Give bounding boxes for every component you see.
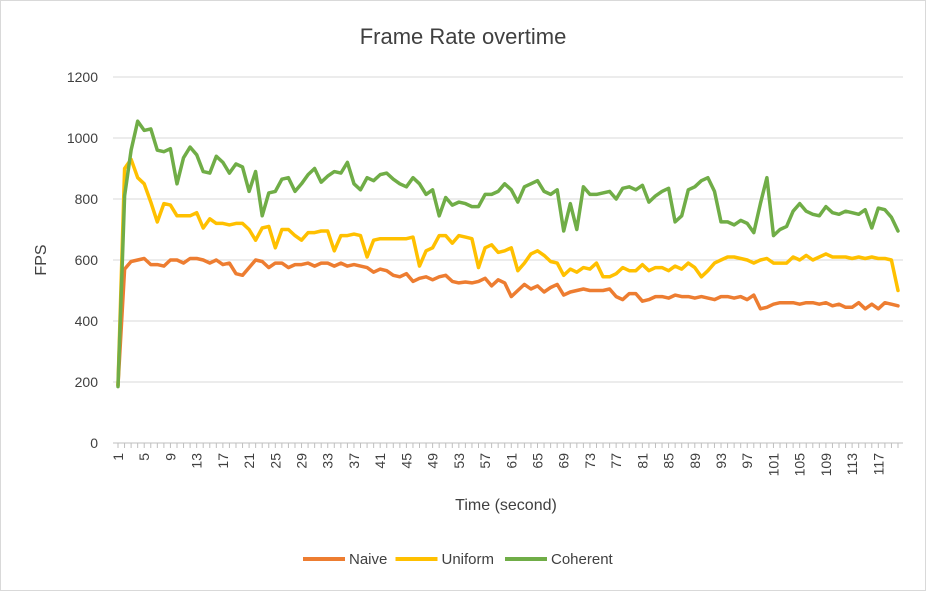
- x-tick-label: 57: [477, 453, 493, 469]
- x-tick-label: 81: [634, 453, 650, 469]
- x-axis: [113, 442, 903, 448]
- x-tick-label: 65: [529, 453, 545, 469]
- x-tick-label: 69: [556, 453, 572, 469]
- x-tick-label: 85: [661, 453, 677, 469]
- x-tick-label: 117: [870, 453, 886, 476]
- x-axis-ticks: 1 5 9 13 17 21 25 29 33 37 41 45 49 53 57 61 65 69 73 77 81 8…: [110, 453, 886, 477]
- y-tick-label: 1200: [67, 69, 98, 85]
- x-tick-label: 21: [241, 453, 257, 469]
- series-line-naive: [116, 256, 900, 387]
- x-tick-label: 33: [320, 453, 336, 469]
- x-tick-label: 77: [608, 453, 624, 469]
- y-tick-label: 400: [75, 313, 99, 329]
- y-axis-ticks: 0 200 400 600 800 1000 1200: [67, 69, 98, 451]
- x-tick-label: 61: [503, 453, 519, 469]
- x-tick-label: 45: [398, 453, 414, 469]
- legend-label: Coherent: [551, 551, 614, 568]
- x-tick-label: 97: [739, 453, 755, 469]
- legend-item-naive: Naive: [303, 551, 387, 568]
- series-line-coherent: [116, 119, 900, 389]
- x-tick-label: 93: [713, 453, 729, 469]
- series-line-uniform: [116, 157, 900, 387]
- y-tick-label: 600: [75, 252, 99, 268]
- x-tick-label: 41: [372, 453, 388, 469]
- x-axis-label: Time (second): [455, 497, 557, 514]
- x-tick-label: 105: [792, 453, 808, 477]
- x-tick-label: 29: [294, 453, 310, 469]
- y-tick-label: 1000: [67, 130, 98, 146]
- y-tick-label: 0: [90, 435, 98, 451]
- y-tick-label: 200: [75, 374, 99, 390]
- x-tick-label: 9: [162, 453, 178, 461]
- x-tick-label: 89: [687, 453, 703, 469]
- x-tick-label: 109: [818, 453, 834, 477]
- x-tick-label: 73: [582, 453, 598, 469]
- x-tick-label: 49: [425, 453, 441, 469]
- x-tick-label: 101: [765, 453, 781, 477]
- x-tick-label: 53: [451, 453, 467, 469]
- legend-item-coherent: Coherent: [505, 551, 614, 568]
- legend-label: Naive: [349, 551, 387, 568]
- legend-label: Uniform: [442, 551, 495, 568]
- gridlines: [113, 76, 903, 383]
- y-tick-label: 800: [75, 191, 99, 207]
- x-tick-label: 37: [346, 453, 362, 469]
- x-tick-label: 1: [110, 453, 126, 461]
- x-tick-label: 17: [215, 453, 231, 469]
- x-tick-label: 5: [136, 453, 152, 461]
- y-axis-label: FPS: [33, 244, 50, 275]
- series-lines: [116, 119, 900, 389]
- legend: Naive Uniform Coherent: [303, 551, 614, 568]
- chart-title: Frame Rate overtime: [360, 24, 567, 49]
- x-tick-label: 113: [844, 453, 860, 476]
- legend-item-uniform: Uniform: [395, 551, 495, 568]
- x-tick-label: 13: [189, 453, 205, 469]
- x-tick-label: 25: [267, 453, 283, 469]
